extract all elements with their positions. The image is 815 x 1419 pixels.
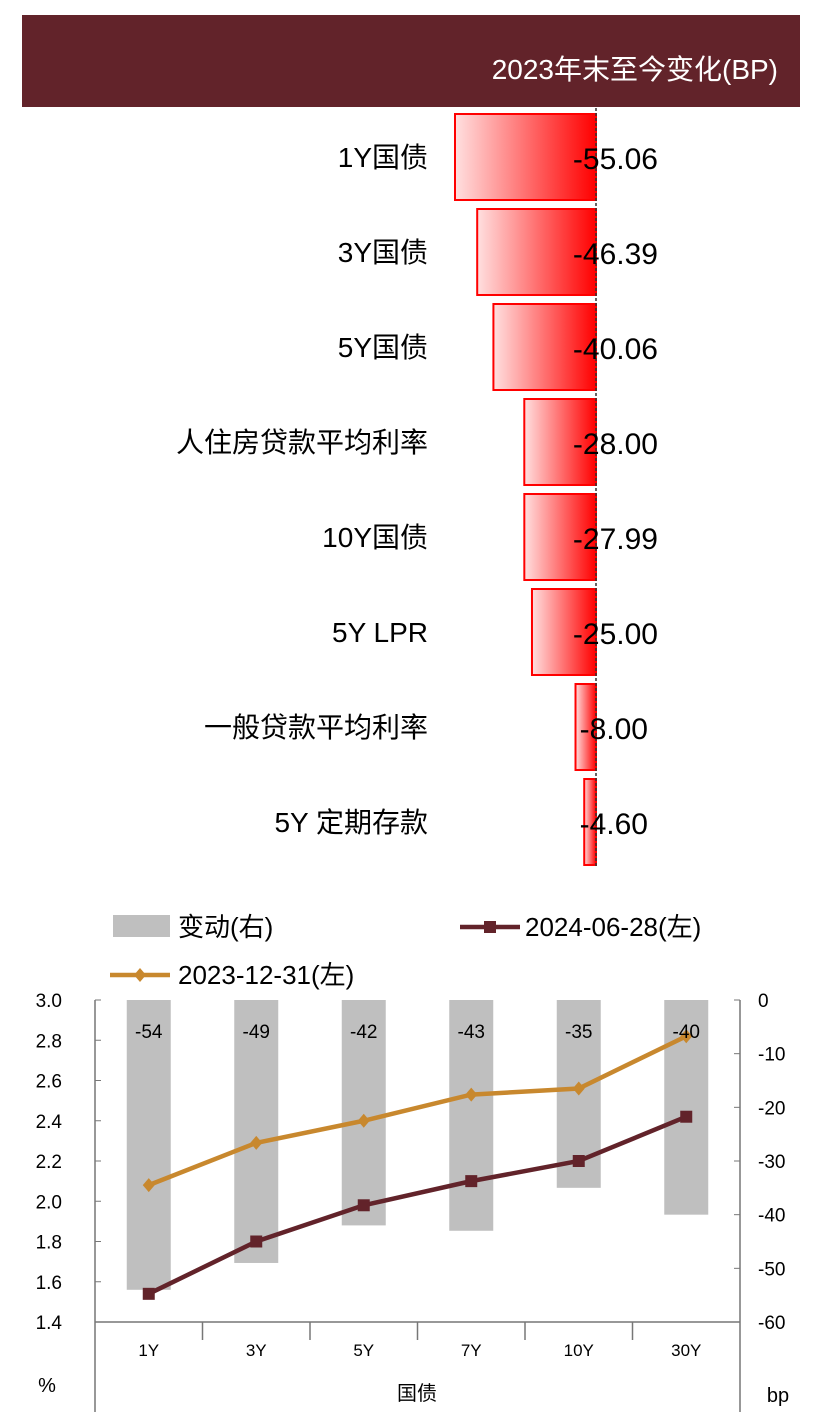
data-label: -8.00 [580,713,648,746]
bar-data-label: -43 [458,1022,485,1043]
data-label: -28.00 [573,428,658,461]
left-tick-label: 1.4 [36,1313,63,1334]
legend-label: 2023-12-31(左) [178,960,354,990]
right-tick-label: -10 [758,1045,785,1066]
left-tick-label: 2.0 [36,1192,62,1213]
x-tick-label: 3Y [246,1341,267,1360]
data-point-marker [680,1029,693,1044]
data-label: -27.99 [573,523,658,556]
bar [583,778,598,866]
change-bar [126,1000,171,1290]
bar [492,303,597,391]
data-label: -46.39 [573,238,658,271]
data-label: -40.06 [573,333,658,366]
legend-label: 2024-06-28(左) [525,912,701,942]
series-line-2024-06-28(左) [147,1114,688,1296]
left-tick-label: 2.6 [36,1072,62,1093]
right-tick-label: -40 [758,1206,785,1227]
data-label: -4.60 [580,808,648,841]
legend-swatch-bar [113,915,170,937]
right-tick-label: -20 [758,1098,785,1119]
x-axis-title: 国债 [397,1382,437,1405]
category-label: 5Y LPR [332,617,428,648]
right-tick-label: -60 [758,1313,785,1334]
category-label: 5Y国债 [338,332,428,363]
left-tick-label: 1.6 [36,1273,62,1294]
change-bar [234,1000,279,1263]
data-label: -25.00 [573,618,658,651]
data-point-marker [465,1087,478,1102]
left-tick-label: 2.8 [36,1031,62,1052]
bar-data-label: -49 [243,1022,270,1043]
data-point-marker [250,1135,263,1150]
data-point-marker [357,1199,370,1212]
category-label: 人住房贷款平均利率 [176,427,428,458]
series-line-2023-12-31(左) [147,1034,688,1188]
bar [530,588,598,676]
category-label: 10Y国债 [322,522,428,553]
top-chart-header: 2023年末至今变化(BP) [22,15,800,107]
data-point-marker [142,1178,155,1193]
bar-data-label: -35 [565,1022,592,1043]
change-bar [449,1000,494,1231]
data-point-marker [572,1081,585,1096]
right-axis-unit: bp [767,1385,789,1407]
legend-marker-diamond [134,968,146,982]
right-tick-label: -30 [758,1152,785,1173]
x-tick-label: 5Y [353,1341,374,1360]
change-bar [341,1000,386,1226]
left-tick-label: 3.0 [36,991,62,1012]
x-tick-label: 30Y [671,1341,701,1360]
category-label: 3Y国债 [338,237,428,268]
data-point-marker [250,1235,263,1248]
left-axis-unit: % [38,1375,56,1397]
data-point-marker [465,1175,478,1188]
legend-marker-square [484,921,496,933]
x-tick-label: 1Y [138,1341,159,1360]
right-tick-label: -50 [758,1259,785,1280]
bar-data-label: -54 [135,1022,163,1043]
data-label: -55.06 [573,143,658,176]
bar-data-label: -42 [350,1022,377,1043]
left-tick-label: 1.8 [36,1233,62,1254]
x-tick-label: 10Y [564,1341,594,1360]
top-chart-title: 2023年末至今变化(BP) [491,54,778,85]
bar [454,113,597,201]
bar-data-label: -40 [673,1022,700,1043]
left-tick-label: 2.2 [36,1152,62,1173]
bar [574,683,597,771]
data-point-marker [142,1287,155,1300]
x-tick-label: 7Y [461,1341,482,1360]
legend-label: 变动(右) [178,912,273,942]
data-point-marker [572,1155,585,1167]
data-point-marker [357,1113,370,1128]
category-label: 1Y国债 [338,142,428,173]
bar [523,493,598,581]
bar [523,398,597,486]
category-label: 5Y 定期存款 [274,807,428,838]
category-label: 一般贷款平均利率 [204,712,428,743]
right-tick-label: 0 [758,991,769,1012]
bar [476,208,598,296]
data-point-marker [680,1110,693,1123]
left-tick-label: 2.4 [36,1112,63,1133]
